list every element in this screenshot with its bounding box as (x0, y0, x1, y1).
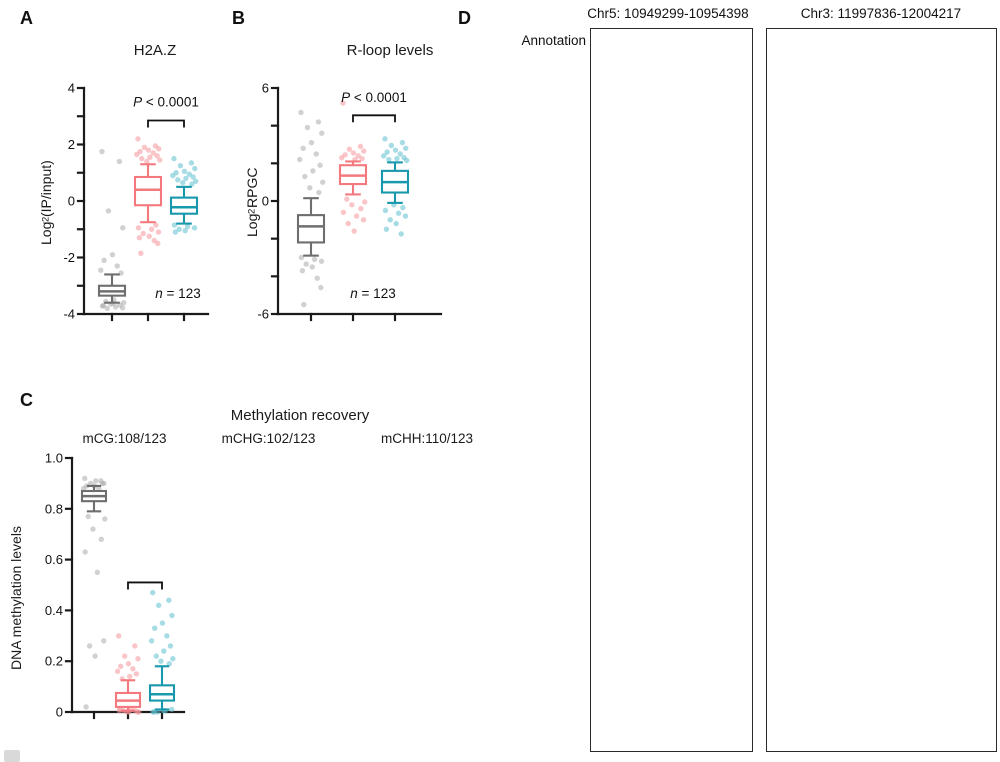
panel-b-letter: B (232, 8, 245, 28)
panel-a-letter: A (20, 8, 33, 28)
svg-text:4: 4 (68, 81, 75, 96)
svg-text:0.4: 0.4 (45, 603, 63, 618)
svg-text:0: 0 (262, 194, 269, 209)
svg-text:0: 0 (56, 705, 63, 720)
svg-text:0.2: 0.2 (45, 654, 63, 669)
svg-text:0.8: 0.8 (45, 501, 63, 516)
svg-text:1.0: 1.0 (45, 451, 63, 466)
svg-text:P < 0.0001: P < 0.0001 (133, 94, 199, 109)
svg-text:n = 123: n = 123 (350, 286, 395, 301)
panel-c-subtitle-mcg: mCG:108/123 (82, 431, 167, 446)
h2az-boxplot: -4 -2 0 2 4 P < 0.0001 n = 123 (63, 81, 210, 322)
panel-b-title: R-loop levels (346, 42, 434, 59)
panel-a-plot: -4 -2 0 2 4 P < 0.0001 n = 123 (50, 72, 235, 352)
rloop-boxplot: -6 0 6 P < 0.0001 n = 123 (257, 81, 443, 322)
panel-c-subtitle-mchg: mCHG:102/123 (221, 431, 316, 446)
panel-c-mcg-plot: 0 0.2 0.4 0.6 0.8 1.0 (36, 444, 188, 725)
track-label-gutter (462, 74, 588, 749)
genome-column-chr5 (590, 28, 753, 752)
region-1-title: Chr5: 10949299-10954398 (587, 6, 749, 21)
region-2-title: Chr3: 11997836-12004217 (800, 6, 962, 21)
panel-c-letter: C (20, 390, 33, 410)
crop-artifact (4, 750, 20, 762)
svg-text:-4: -4 (63, 307, 75, 322)
annotation-label: Annotation (521, 33, 586, 48)
panel-c-ylabel: DNA methylation levels (8, 526, 24, 670)
panel-c-title: Methylation recovery (230, 407, 370, 424)
panel-b-plot: -6 0 6 P < 0.0001 n = 123 (240, 72, 447, 352)
svg-text:0: 0 (68, 194, 75, 209)
svg-text:6: 6 (262, 81, 269, 96)
svg-text:-6: -6 (257, 307, 269, 322)
genome-column-chr3 (766, 28, 997, 752)
svg-text:2: 2 (68, 137, 75, 152)
panel-c-subtitle-mchh: mCHH:110/123 (380, 431, 474, 446)
panel-d-letter: D (458, 8, 471, 28)
svg-text:P < 0.0001: P < 0.0001 (341, 90, 407, 105)
svg-text:-2: -2 (63, 250, 75, 265)
panel-a-title: H2A.Z (133, 42, 177, 59)
mcg-boxplot: 0 0.2 0.4 0.6 0.8 1.0 (45, 451, 186, 720)
svg-text:n = 123: n = 123 (155, 286, 200, 301)
svg-text:0.6: 0.6 (45, 552, 63, 567)
